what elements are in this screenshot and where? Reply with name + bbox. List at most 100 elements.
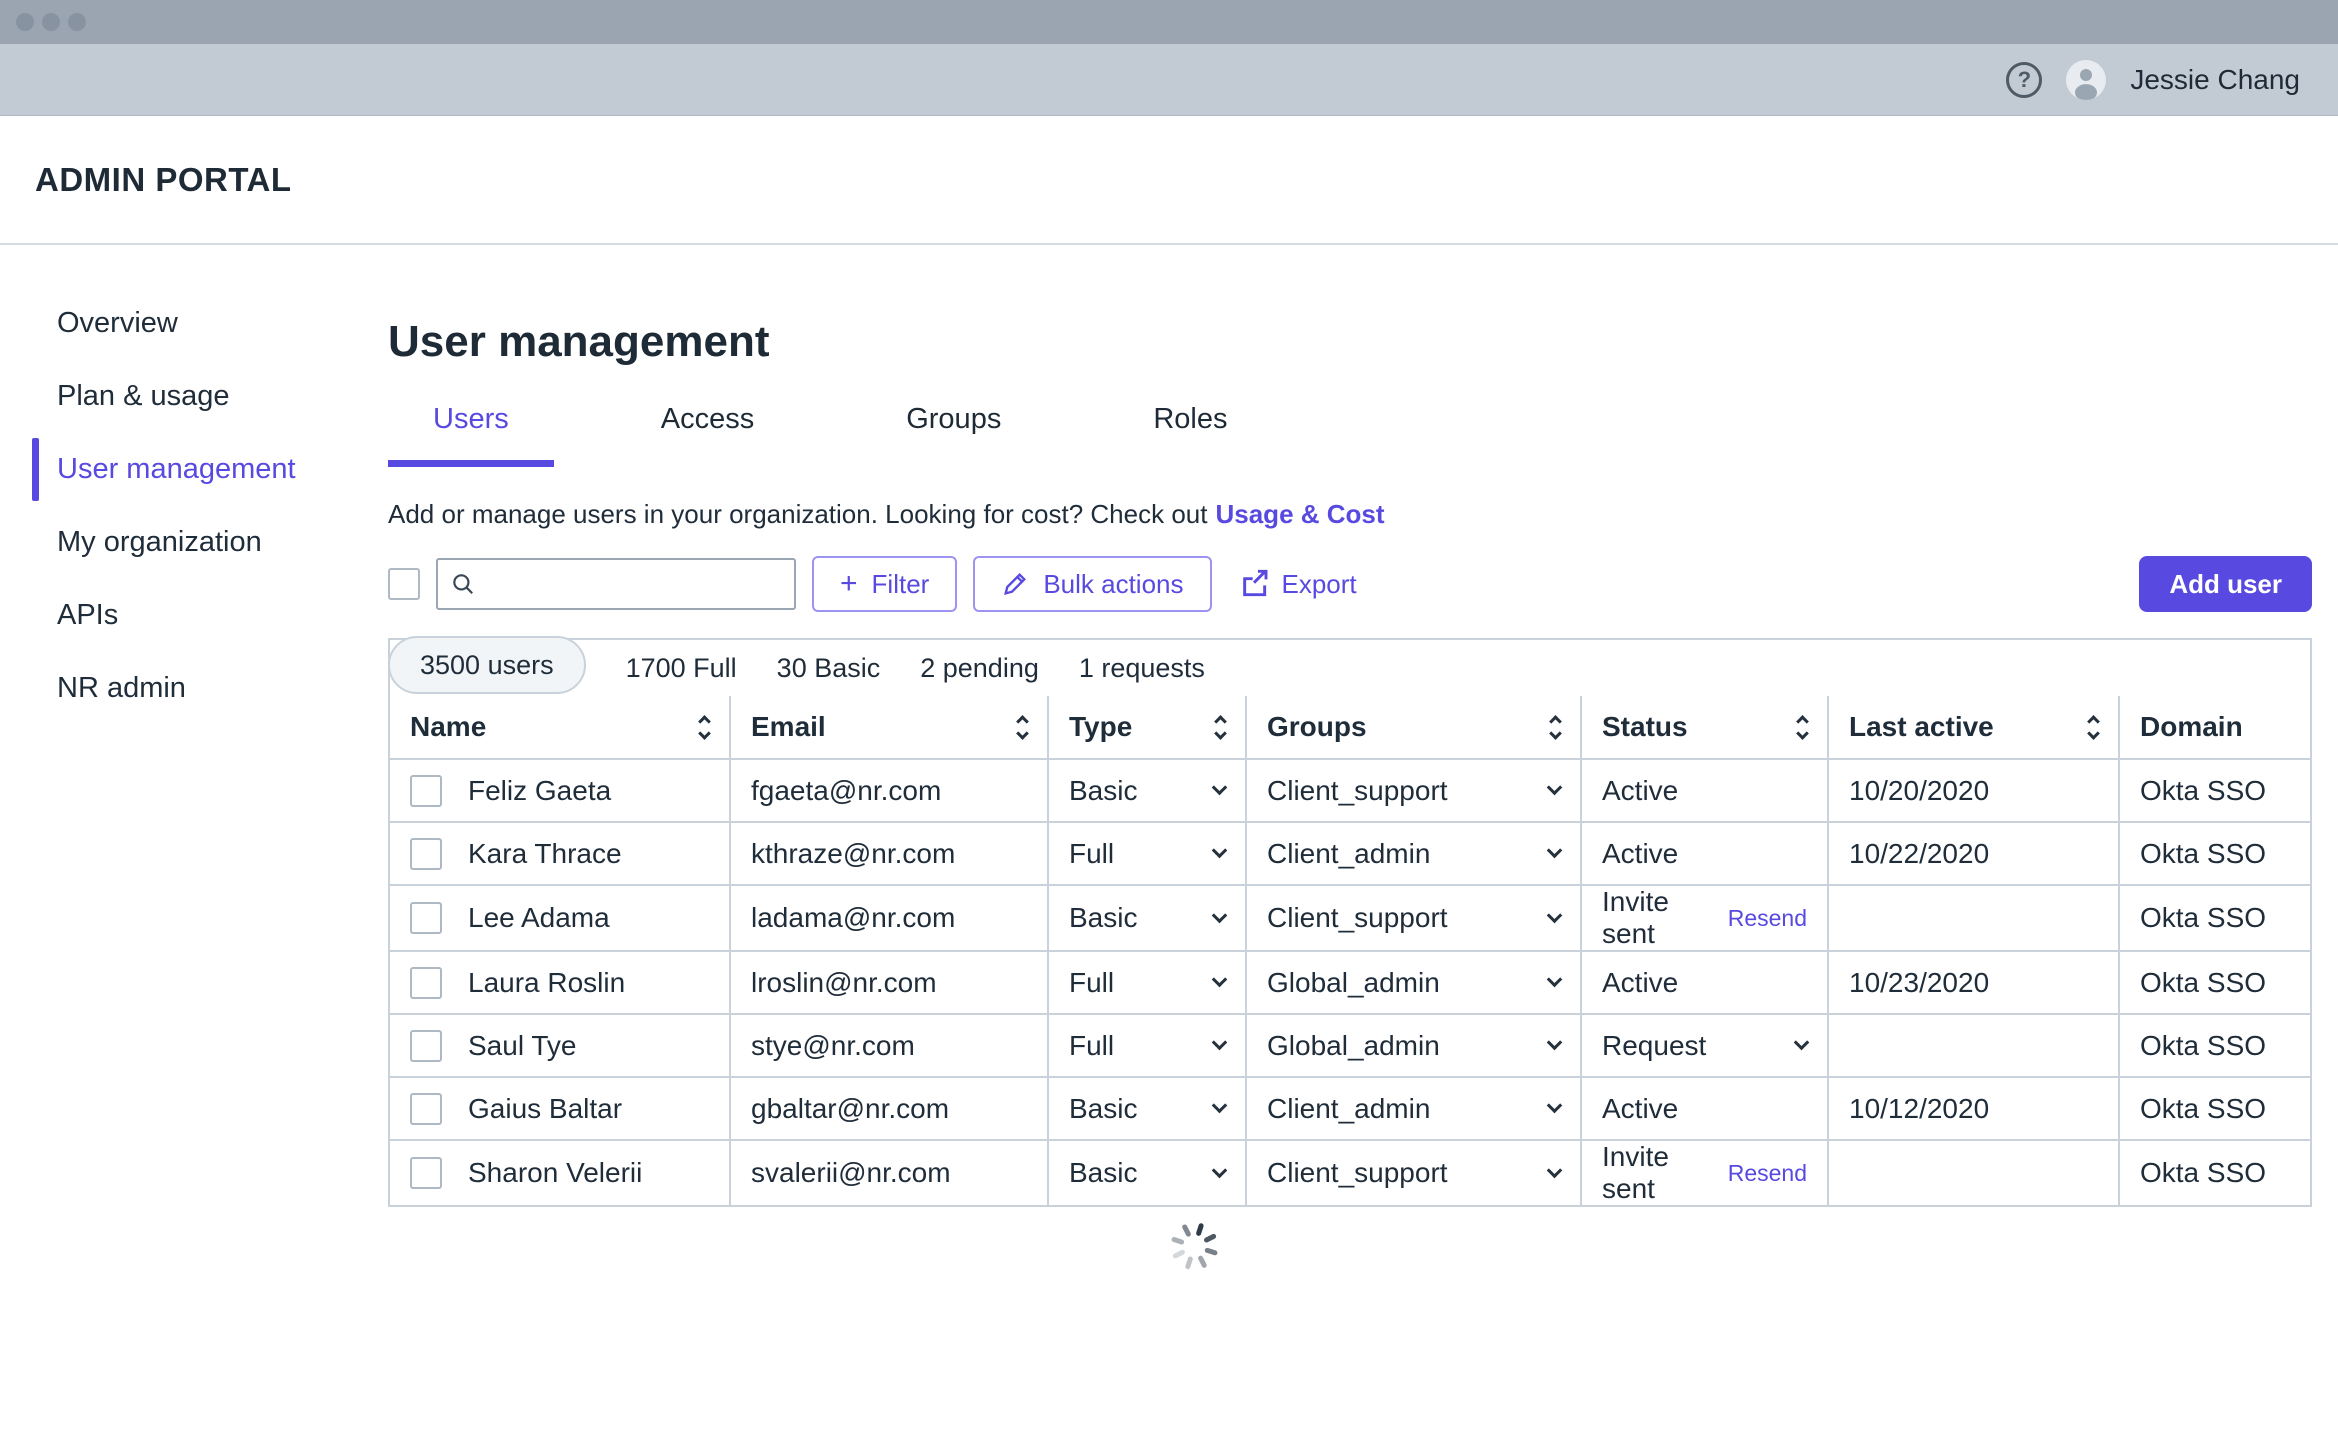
column-label: Groups <box>1267 711 1367 743</box>
tab-groups[interactable]: Groups <box>861 403 1046 467</box>
groups-select[interactable]: Client_admin <box>1246 1077 1581 1140</box>
sort-icon[interactable] <box>2089 717 2098 738</box>
user-email: kthraze@nr.com <box>751 838 955 869</box>
status-cell: Invite sent Resend <box>1581 885 1828 951</box>
type-value: Full <box>1069 838 1114 870</box>
status-cell: Invite sentResend <box>1581 1140 1828 1205</box>
export-button[interactable]: Export <box>1238 568 1357 600</box>
sort-icon[interactable] <box>1018 717 1027 738</box>
stat-pending[interactable]: 2 pending <box>920 653 1039 684</box>
user-email: fgaeta@nr.com <box>751 775 941 806</box>
sort-icon[interactable] <box>700 717 709 738</box>
groups-select[interactable]: Client_support <box>1246 885 1581 951</box>
users-table: Name Email Type Groups Status Last activ… <box>390 696 2310 1205</box>
main-content: User management Users Access Groups Role… <box>388 245 2338 1207</box>
stat-full[interactable]: 1700 Full <box>626 653 737 684</box>
chevron-down-icon <box>1212 843 1228 859</box>
select-all-checkbox[interactable] <box>388 568 420 600</box>
help-icon[interactable]: ? <box>2006 62 2042 98</box>
row-checkbox[interactable] <box>410 902 442 934</box>
user-name: Laura Roslin <box>468 967 625 999</box>
sidebar: Overview Plan & usage User management My… <box>0 245 388 1207</box>
window-dot <box>68 13 86 31</box>
usage-cost-link[interactable]: Usage & Cost <box>1215 499 1384 529</box>
type-value: Basic <box>1069 1093 1137 1125</box>
groups-select[interactable]: Client_support <box>1246 759 1581 822</box>
sidebar-item-label: My organization <box>57 526 262 559</box>
column-header-type[interactable]: Type <box>1048 696 1246 759</box>
type-select[interactable]: Basic <box>1048 1077 1246 1140</box>
sidebar-item-user-management[interactable]: User management <box>0 433 388 506</box>
sort-icon[interactable] <box>1551 717 1560 738</box>
groups-select[interactable]: Global_admin <box>1246 951 1581 1014</box>
total-users-pill[interactable]: 3500 users <box>388 636 586 694</box>
column-header-groups[interactable]: Groups <box>1246 696 1581 759</box>
user-email: stye@nr.com <box>751 1030 915 1061</box>
page-description: Add or manage users in your organization… <box>388 499 2312 530</box>
row-checkbox[interactable] <box>410 967 442 999</box>
brand-title: ADMIN PORTAL <box>35 161 292 199</box>
stat-requests[interactable]: 1 requests <box>1079 653 1205 684</box>
column-header-status[interactable]: Status <box>1581 696 1828 759</box>
filter-button[interactable]: + Filter <box>812 556 957 612</box>
column-header-domain: Domain <box>2119 696 2310 759</box>
sidebar-item-nr-admin[interactable]: NR admin <box>0 652 388 725</box>
groups-select[interactable]: Client_admin <box>1246 822 1581 885</box>
type-select[interactable]: Basic <box>1048 759 1246 822</box>
bulk-actions-button[interactable]: Bulk actions <box>973 556 1211 612</box>
sidebar-item-apis[interactable]: APIs <box>0 579 388 652</box>
status-select[interactable]: Request <box>1581 1014 1828 1077</box>
status-text: Request <box>1602 1030 1706 1062</box>
sort-icon[interactable] <box>1798 717 1807 738</box>
chevron-down-icon <box>1212 907 1228 923</box>
sort-icon[interactable] <box>1216 717 1225 738</box>
user-name: Kara Thrace <box>468 838 622 870</box>
status-text: Invite sent <box>1602 886 1714 950</box>
sidebar-item-plan-usage[interactable]: Plan & usage <box>0 360 388 433</box>
tab-users[interactable]: Users <box>388 403 554 467</box>
table-row: Gaius Baltar gbaltar@nr.com Basic Client… <box>390 1077 2310 1140</box>
add-user-button[interactable]: Add user <box>2139 556 2312 612</box>
user-name: Feliz Gaeta <box>468 775 611 807</box>
status-cell: Active <box>1581 822 1828 885</box>
user-email: ladama@nr.com <box>751 902 955 933</box>
tab-roles[interactable]: Roles <box>1108 403 1272 467</box>
user-avatar-icon <box>2066 60 2106 100</box>
resend-link[interactable]: Resend <box>1728 905 1807 932</box>
user-email: gbaltar@nr.com <box>751 1093 949 1124</box>
row-checkbox[interactable] <box>410 1157 442 1189</box>
type-select[interactable]: Full <box>1048 1014 1246 1077</box>
search-box[interactable] <box>436 558 796 610</box>
domain-value: Okta SSO <box>2140 902 2266 933</box>
groups-value: Client_support <box>1267 902 1448 934</box>
sidebar-item-label: APIs <box>57 599 118 632</box>
row-checkbox[interactable] <box>410 1030 442 1062</box>
search-input[interactable] <box>486 569 782 600</box>
sidebar-item-my-organization[interactable]: My organization <box>0 506 388 579</box>
type-select[interactable]: Basic <box>1048 885 1246 951</box>
row-checkbox[interactable] <box>410 838 442 870</box>
stat-basic[interactable]: 30 Basic <box>777 653 881 684</box>
bulk-actions-label: Bulk actions <box>1043 569 1183 600</box>
row-checkbox[interactable] <box>410 1093 442 1125</box>
brand-header: ADMIN PORTAL <box>0 116 2338 245</box>
type-select[interactable]: Basic <box>1048 1140 1246 1205</box>
user-email: lroslin@nr.com <box>751 967 937 998</box>
account-name[interactable]: Jessie Chang <box>2130 64 2300 96</box>
last-active-value: 10/23/2020 <box>1849 967 1989 998</box>
domain-value: Okta SSO <box>2140 1157 2266 1188</box>
avatar[interactable] <box>2066 60 2106 100</box>
groups-select[interactable]: Client_support <box>1246 1140 1581 1205</box>
column-header-name[interactable]: Name <box>390 696 730 759</box>
type-select[interactable]: Full <box>1048 822 1246 885</box>
row-checkbox[interactable] <box>410 775 442 807</box>
search-icon <box>450 571 476 597</box>
column-header-email[interactable]: Email <box>730 696 1048 759</box>
groups-select[interactable]: Global_admin <box>1246 1014 1581 1077</box>
sidebar-item-overview[interactable]: Overview <box>0 287 388 360</box>
column-header-last-active[interactable]: Last active <box>1828 696 2119 759</box>
tab-access[interactable]: Access <box>616 403 799 467</box>
resend-link[interactable]: Resend <box>1728 1160 1807 1187</box>
type-select[interactable]: Full <box>1048 951 1246 1014</box>
domain-value: Okta SSO <box>2140 838 2266 869</box>
